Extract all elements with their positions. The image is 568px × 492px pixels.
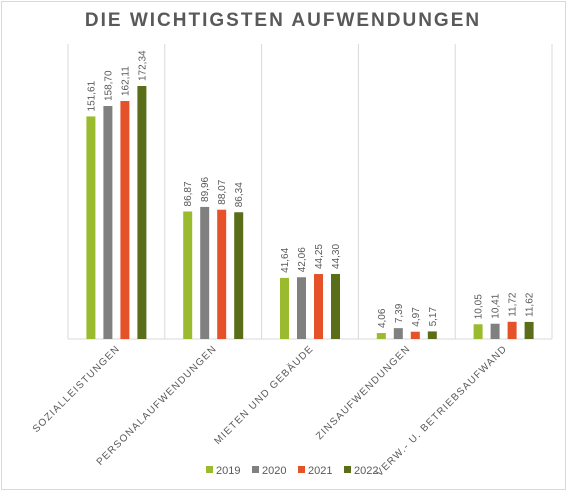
data-label: 158,70 xyxy=(103,70,114,101)
category-tick-label: SOZIALLEISTUNGEN xyxy=(31,343,123,435)
chart-title: DIE WICHTIGSTEN AUFWENDUNGEN xyxy=(84,10,482,31)
category-tick-label: ZINSAUFWENDUNGEN xyxy=(314,343,413,442)
legend-label: 2020 xyxy=(262,465,286,477)
bar-2022-0 xyxy=(137,86,147,339)
data-label: 11,72 xyxy=(508,292,519,317)
bar-2020-3 xyxy=(393,328,403,339)
data-label: 44,30 xyxy=(331,244,342,269)
data-label: 162,11 xyxy=(120,66,131,96)
bar-2022-2 xyxy=(331,273,340,339)
bar-2022-4 xyxy=(524,321,534,339)
bar-2021-4 xyxy=(507,321,517,339)
data-label: 4,06 xyxy=(377,308,388,328)
category-axis: SOZIALLEISTUNGENPERSONALAUFWENDUNGENMIET… xyxy=(31,343,510,479)
legend-swatch xyxy=(206,466,213,473)
bars xyxy=(86,86,534,340)
data-label: 11,62 xyxy=(525,292,536,317)
data-label: 10,05 xyxy=(474,294,485,319)
bar-2021-0 xyxy=(120,101,130,339)
data-label: 86,87 xyxy=(183,181,194,206)
bar-2022-3 xyxy=(427,331,437,339)
data-label: 86,34 xyxy=(234,182,245,207)
bar-2020-1 xyxy=(200,206,210,339)
data-label: 10,41 xyxy=(491,293,502,318)
data-label: 4,97 xyxy=(411,307,422,327)
legend-label: 2021 xyxy=(308,465,332,477)
category-tick-label: MIETEN UND GEBÄUDE xyxy=(212,343,316,447)
legend-label: 2019 xyxy=(216,465,240,477)
bar-2019-0 xyxy=(86,116,96,340)
legend-swatch xyxy=(344,466,351,473)
legend: 2019 2020 2021 2022 xyxy=(206,465,378,477)
data-label: 172,34 xyxy=(137,50,148,81)
data-label: 44,25 xyxy=(314,244,325,269)
data-label: 151,61 xyxy=(86,80,97,111)
data-label: 42,06 xyxy=(297,247,308,272)
bar-2020-4 xyxy=(490,323,500,339)
bar-2019-2 xyxy=(280,277,289,339)
data-label: 89,96 xyxy=(200,176,211,201)
data-label: 41,64 xyxy=(280,247,291,272)
legend-swatch xyxy=(298,466,305,473)
legend-label: 2022 xyxy=(354,465,378,477)
bar-2022-1 xyxy=(234,212,244,339)
bar-2019-1 xyxy=(183,211,193,339)
bar-2021-3 xyxy=(410,331,420,339)
data-label: 5,17 xyxy=(428,307,439,327)
bar-2021-2 xyxy=(314,274,323,339)
data-label: 7,39 xyxy=(394,303,405,323)
legend-swatch xyxy=(252,466,259,473)
bar-2019-4 xyxy=(473,324,483,339)
grid-lines xyxy=(67,44,553,340)
bar-2020-0 xyxy=(103,106,113,340)
data-label: 88,07 xyxy=(217,179,228,204)
bar-2019-3 xyxy=(376,333,386,339)
data-labels: 151,61 158,70 162,11 172,34 86,87 89,96 88,07 8… xyxy=(86,50,535,328)
bar-2020-2 xyxy=(297,277,306,339)
bar-2021-1 xyxy=(217,209,227,339)
category-tick-label: PERSONALAUFWENDUNGEN xyxy=(95,343,220,468)
